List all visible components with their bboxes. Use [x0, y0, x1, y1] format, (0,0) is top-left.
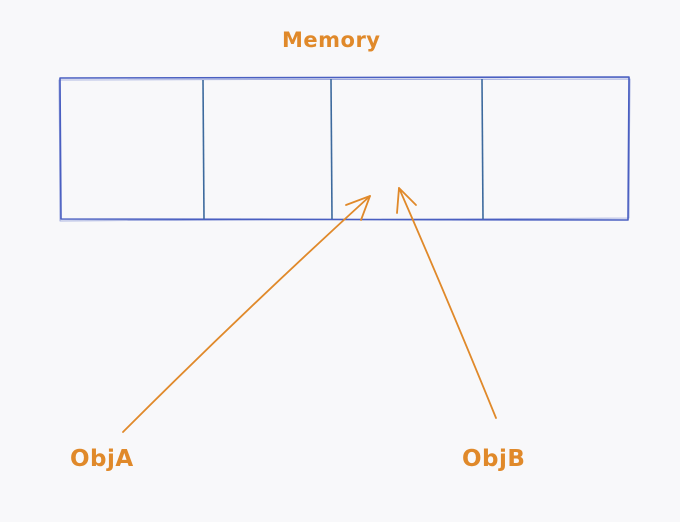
memory-cell-divider-3	[481, 78, 484, 220]
arrow-obja	[122, 195, 371, 433]
memory-block-outline-sketch	[58, 78, 631, 222]
arrow-objb	[396, 187, 497, 419]
arrow-objb-shaft	[398, 187, 497, 419]
memory-title: Memory	[282, 28, 381, 52]
arrow-obja-head	[345, 195, 371, 221]
obja-label: ObjA	[70, 446, 134, 472]
memory-cell-divider-2	[330, 78, 333, 220]
objb-label: ObjB	[462, 446, 526, 472]
memory-cell-divider-1	[202, 79, 205, 220]
memory-block	[58, 76, 631, 222]
memory-block-outline	[59, 76, 630, 221]
arrow-objb-head	[396, 187, 417, 214]
arrow-obja-shaft	[122, 195, 371, 433]
